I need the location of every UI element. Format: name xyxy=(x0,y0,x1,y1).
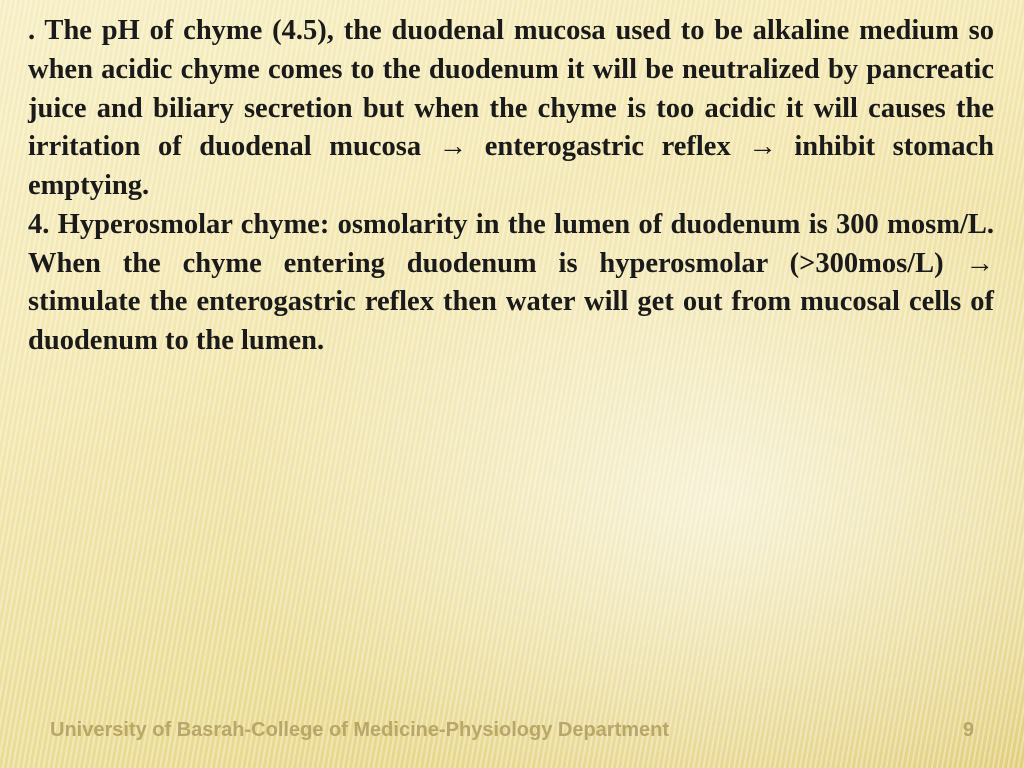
paragraph-2: 4. Hyperosmolar chyme: osmolarity in the… xyxy=(28,206,994,361)
paragraph-1: . The pH of chyme (4.5), the duodenal mu… xyxy=(28,12,994,206)
slide-footer: University of Basrah-College of Medicine… xyxy=(50,719,974,742)
slide: . The pH of chyme (4.5), the duodenal mu… xyxy=(0,0,1024,768)
footer-text: University of Basrah-College of Medicine… xyxy=(50,719,669,742)
page-number: 9 xyxy=(963,719,974,742)
slide-body: . The pH of chyme (4.5), the duodenal mu… xyxy=(28,12,994,361)
